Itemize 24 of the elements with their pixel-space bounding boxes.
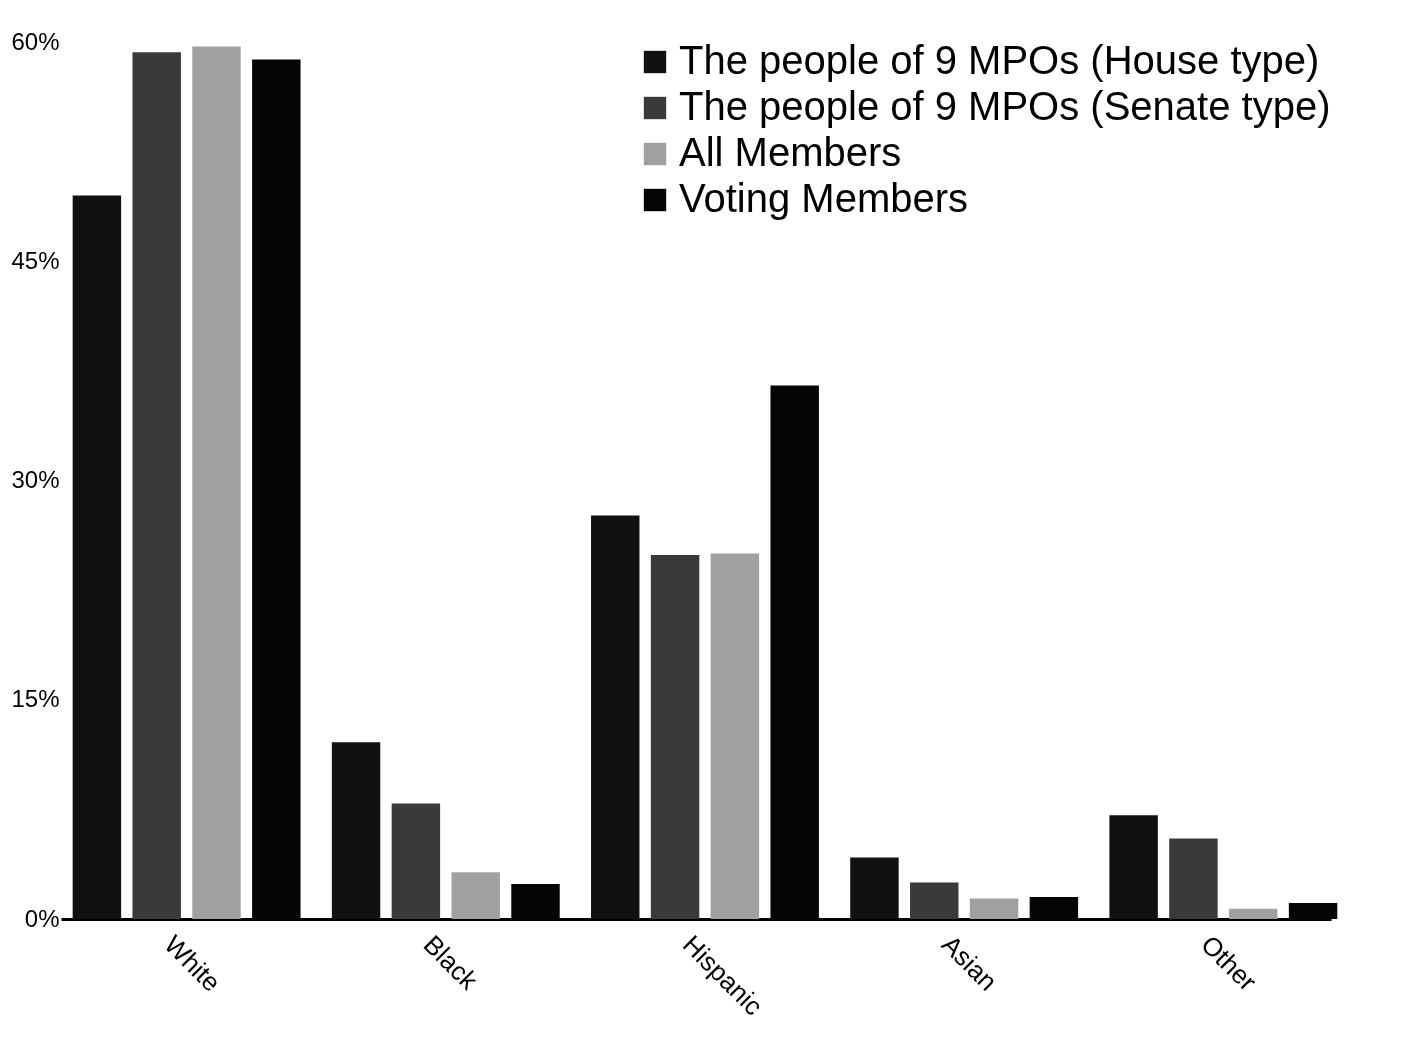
bar: [969, 898, 1019, 919]
bar: [1169, 838, 1218, 919]
bar: [910, 882, 959, 919]
bar: [1229, 908, 1278, 919]
bar: [331, 742, 381, 919]
bar: [591, 515, 640, 919]
bar: [451, 872, 500, 919]
bar: [132, 52, 181, 919]
legend-label: All Members: [679, 130, 902, 174]
bar: [710, 553, 760, 919]
y-tick-label: 0%: [24, 904, 60, 932]
bar: [850, 857, 899, 919]
bar: [72, 195, 122, 919]
bar: [650, 555, 700, 919]
y-tick-label: 15%: [11, 685, 60, 713]
bar: [391, 803, 441, 919]
bar: [192, 46, 241, 919]
legend-label: The people of 9 MPOs (Senate type): [679, 84, 1331, 128]
legend-label: The people of 9 MPOs (House type): [679, 38, 1320, 82]
y-tick-label: 30%: [11, 466, 60, 493]
y-tick-label: 45%: [11, 246, 60, 274]
bar: [1109, 815, 1158, 919]
legend-label: Voting Members: [679, 176, 969, 220]
y-tick-label: 60%: [11, 27, 60, 55]
